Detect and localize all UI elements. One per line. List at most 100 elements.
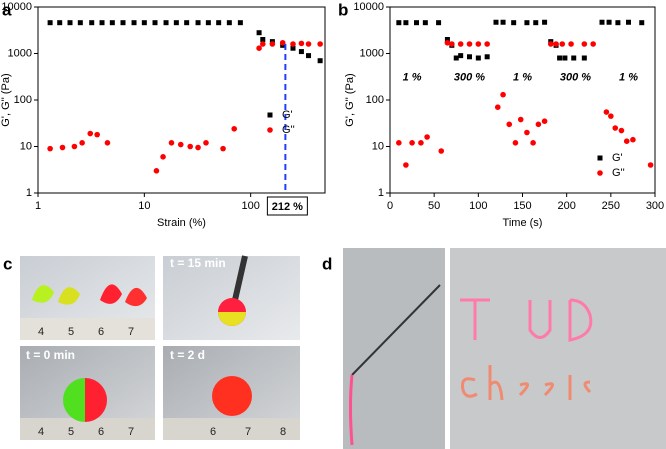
point [57, 20, 63, 26]
point [152, 20, 158, 26]
y-tick-label: 100 [14, 94, 32, 106]
annotation: 300 % [560, 72, 591, 84]
point [530, 140, 536, 146]
point [403, 20, 409, 26]
point [449, 41, 455, 47]
point [559, 41, 566, 47]
y-tick-label: 100 [366, 94, 384, 106]
point [205, 20, 211, 26]
point [444, 39, 451, 46]
point [160, 154, 166, 160]
point [409, 140, 415, 146]
legend-marker [597, 155, 603, 161]
point [87, 130, 94, 137]
point [79, 140, 85, 146]
photo-d [343, 248, 666, 449]
ink [461, 365, 592, 401]
ruler-number: 6 [210, 426, 216, 438]
point [581, 55, 587, 61]
point [466, 41, 473, 47]
point [104, 140, 111, 146]
point [168, 140, 175, 146]
point [231, 126, 238, 132]
point [269, 41, 276, 47]
x-tick-label: 100 [469, 200, 487, 212]
photo-c [20, 255, 300, 440]
y-tick-label: 10000 [1, 1, 32, 13]
point [99, 20, 105, 26]
ruler-number: 5 [68, 426, 74, 438]
point [467, 54, 472, 60]
point [47, 20, 53, 26]
point [195, 144, 201, 151]
x-tick-label: 1 [35, 200, 41, 212]
photo-caption: t = 0 min [26, 348, 75, 362]
x-tick-label: 200 [557, 200, 575, 212]
point [306, 53, 312, 59]
point [187, 143, 194, 150]
point [237, 20, 243, 26]
photo-caption: t = 2 d [170, 348, 205, 362]
ruler-number: 7 [245, 426, 251, 438]
point [298, 40, 305, 47]
point [259, 41, 266, 47]
x-tick-label: 300 [646, 200, 664, 212]
point [396, 20, 402, 26]
point [590, 41, 596, 47]
point [396, 140, 402, 146]
point [630, 136, 636, 143]
tweezers [232, 255, 248, 301]
point [517, 116, 524, 123]
annotation: 212 % [272, 201, 303, 213]
point [557, 55, 563, 61]
point [475, 41, 482, 47]
panel-label: b [338, 0, 348, 19]
point [524, 129, 530, 136]
point [260, 37, 266, 43]
point [615, 20, 621, 26]
ruler-number: 8 [280, 426, 286, 438]
point [305, 41, 312, 47]
point [599, 19, 605, 25]
point [317, 41, 323, 47]
point [562, 55, 568, 61]
plot-frame [389, 6, 656, 194]
x-tick-label: 0 [387, 200, 393, 212]
ruler [20, 418, 155, 440]
point [131, 20, 137, 26]
point [94, 131, 100, 138]
gel [125, 287, 147, 307]
legend-label: G'' [282, 124, 295, 136]
point [623, 138, 630, 145]
y-tick-label: 1 [26, 187, 32, 199]
point [547, 41, 554, 47]
legend-label: G'' [612, 167, 625, 179]
point [493, 19, 499, 25]
point [256, 45, 262, 52]
point [603, 109, 610, 115]
point [612, 125, 619, 131]
photo [163, 256, 300, 340]
panel-label: a [2, 0, 12, 19]
point [494, 104, 501, 111]
point [436, 20, 442, 26]
photo [450, 248, 666, 449]
point [414, 20, 419, 26]
ruler-number: 7 [128, 426, 134, 438]
point [608, 113, 614, 119]
point [422, 20, 428, 26]
point [256, 30, 262, 36]
point [290, 45, 296, 51]
point [173, 20, 179, 26]
panel-label: d [322, 254, 332, 273]
point [226, 20, 232, 26]
ruler-number: 5 [68, 326, 74, 338]
x-tick-label: 10 [138, 200, 150, 212]
point [424, 134, 430, 140]
point [47, 145, 53, 152]
x-tick-label: 100 [241, 200, 259, 212]
x-tick-label: 250 [602, 200, 620, 212]
annotation-box [266, 196, 308, 216]
y-tick-label: 1 [378, 187, 384, 199]
point [541, 118, 548, 125]
